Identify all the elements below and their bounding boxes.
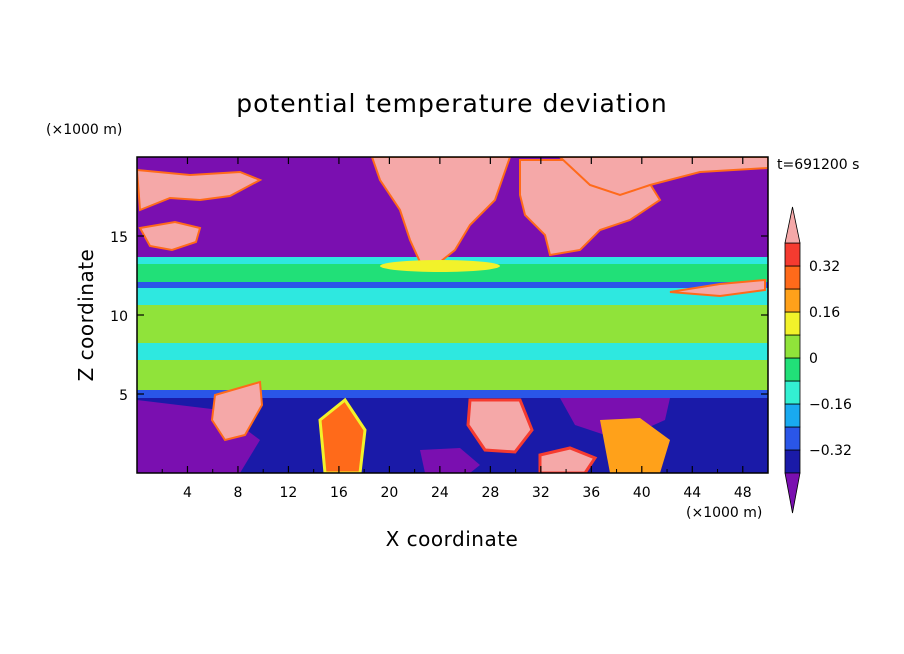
region-lower-right-navy <box>700 425 760 465</box>
region-upper-right-streak <box>669 278 766 298</box>
x-tick-label: 12 <box>280 485 298 501</box>
colorbar-over-triangle <box>784 206 801 244</box>
y-tick-label: 15 <box>110 230 128 246</box>
chart-title: potential temperature deviation <box>236 89 667 118</box>
colorbar-label: −0.32 <box>809 443 852 459</box>
x-tick-label: 44 <box>683 485 701 501</box>
colorbar-swatch <box>784 311 801 336</box>
colorbar-swatch <box>784 380 801 405</box>
y-tick-label: 10 <box>110 309 128 325</box>
colorbar-swatch <box>784 265 801 290</box>
colorbar-swatch <box>784 357 801 382</box>
region-lower-center-pink <box>466 398 534 454</box>
colorbar-swatch <box>784 403 801 428</box>
colorbar-label: −0.16 <box>809 397 852 413</box>
region-lower-bottom-pink <box>538 446 598 473</box>
region-top-left-pink <box>137 168 263 212</box>
x-tick-label: 24 <box>431 485 449 501</box>
x-tick-label: 8 <box>233 485 242 501</box>
x-tick-label: 4 <box>183 485 192 501</box>
colorbar-swatch <box>784 242 801 267</box>
region-upper-yellow <box>380 260 500 272</box>
x-tick-label: 20 <box>380 485 398 501</box>
x-unit-label: (×1000 m) <box>686 505 762 521</box>
time-label: t=691200 s <box>777 157 859 173</box>
band-boundary <box>137 388 768 398</box>
region-lower-center-purple <box>420 448 480 473</box>
band-mid-green-2 <box>137 303 768 343</box>
colorbar: 0.32 0.16 0 −0.16 −0.32 <box>784 206 852 514</box>
colorbar-swatch <box>784 334 801 359</box>
band-mid-cyan-1 <box>137 340 768 360</box>
y-axis: 5 10 15 <box>110 230 768 404</box>
region-lower-red <box>318 397 367 473</box>
x-tick-label: 48 <box>734 485 752 501</box>
band-mid-green-1 <box>137 358 768 390</box>
colorbar-label: 0.32 <box>809 259 840 275</box>
y-unit-label: (×1000 m) <box>46 122 122 138</box>
x-tick-label: 40 <box>633 485 651 501</box>
colorbar-under-triangle <box>784 472 801 514</box>
y-tick-label: 5 <box>119 388 128 404</box>
colorbar-label: 0.16 <box>809 305 840 321</box>
colorbar-label: 0 <box>809 351 818 367</box>
band-mid-cyan-2 <box>137 287 768 305</box>
colorbar-swatch <box>784 288 801 313</box>
band-upper-cyan <box>137 254 768 264</box>
colorbar-swatch <box>784 426 801 451</box>
x-tick-label: 32 <box>532 485 550 501</box>
plot-area <box>137 157 768 473</box>
region-lower-left-pink <box>210 380 264 442</box>
x-axis-label: X coordinate <box>386 527 519 551</box>
y-axis-label: Z coordinate <box>74 249 98 382</box>
x-tick-label: 36 <box>582 485 600 501</box>
band-mid-blue <box>137 280 768 288</box>
region-lower-orange <box>600 418 670 473</box>
region-left-pink <box>138 220 202 252</box>
x-tick-label: 28 <box>481 485 499 501</box>
region-top-right-pink <box>558 157 768 197</box>
colorbar-swatch <box>784 449 801 474</box>
x-axis: 4 8 12 16 20 24 28 32 36 40 44 48 <box>161 157 752 501</box>
band-upper-green <box>137 262 768 282</box>
x-tick-label: 16 <box>330 485 348 501</box>
